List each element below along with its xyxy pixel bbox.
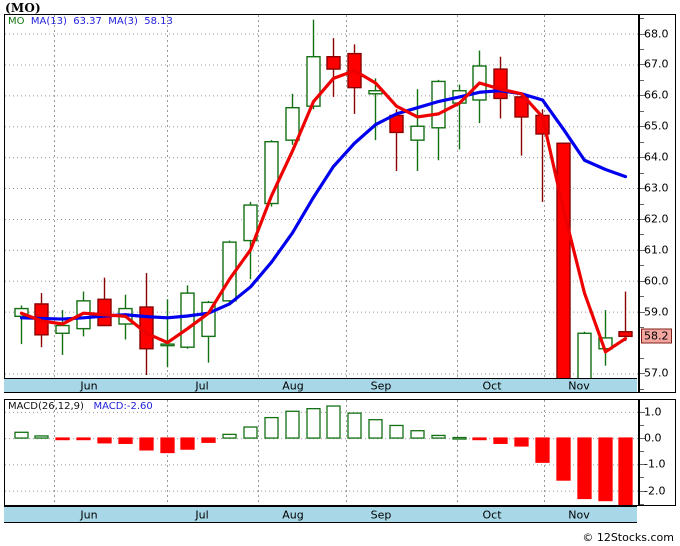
price-candlestick-svg [5, 15, 638, 392]
macd-tick-label: 1.0 [644, 405, 662, 419]
legend-ma13-label: MA(13) [30, 16, 67, 27]
legend-ma3-label: MA(3) [108, 16, 138, 27]
price-tick-label: 67.0 [644, 57, 669, 71]
price-minor-tick [640, 296, 644, 298]
price-tick-mark [640, 64, 645, 66]
price-tick-mark [640, 280, 645, 282]
month-label-oct: Oct [482, 508, 502, 521]
macd-minor-tick [640, 503, 644, 505]
price-tick-mark [640, 33, 645, 35]
macd-value: MACD:-2.60 [93, 401, 153, 412]
price-minor-tick [640, 110, 644, 112]
price-panel: MO MA(13) 63.37 MA(3) 58.13 68.0 67.0 66.0… [4, 14, 676, 393]
month-label-jun: Jun [80, 379, 98, 392]
price-tick-mark [640, 373, 645, 375]
price-tick-label: 59.0 [644, 305, 669, 319]
price-tick-label: 61.0 [644, 243, 669, 257]
price-tick-mark [640, 95, 645, 97]
price-tick-mark [640, 188, 645, 190]
macd-legend: MACD(26,12,9) MACD:-2.60 [8, 401, 153, 412]
month-label-jul: Jul [195, 508, 209, 521]
month-label-sep: Sep [370, 508, 392, 521]
month-label-jul: Jul [195, 379, 209, 392]
price-minor-tick [640, 265, 644, 267]
macd-minor-tick [640, 451, 644, 453]
macd-label: MACD(26,12,9) [8, 401, 84, 412]
price-tick-mark [640, 218, 645, 220]
price-minor-tick [640, 141, 644, 143]
price-tick-label: 68.0 [644, 27, 669, 41]
price-minor-tick [640, 358, 644, 359]
price-legend: MO MA(13) 63.37 MA(3) 58.13 [8, 16, 173, 27]
price-tick-label: 57.0 [644, 366, 669, 380]
price-tick-mark [640, 311, 645, 313]
price-minor-tick [640, 172, 644, 174]
macd-histogram-svg [5, 400, 638, 505]
price-tick-label: 65.0 [644, 119, 669, 133]
price-tick-label: 60.0 [644, 274, 669, 288]
month-label-aug: Aug [282, 508, 304, 521]
legend-ma13-value: 63.37 [73, 16, 102, 27]
macd-tick-label: -2.0 [644, 484, 666, 498]
price-minor-tick [640, 203, 644, 205]
price-minor-tick [640, 234, 644, 236]
price-minor-tick [640, 48, 644, 50]
macd-plot-area [5, 400, 638, 505]
legend-symbol: MO [8, 16, 25, 27]
macd-tick-label: 0.0 [644, 431, 662, 445]
date-axis-price: Jun Jul Aug Sep Oct Nov [4, 378, 637, 393]
month-label-aug: Aug [282, 379, 304, 392]
macd-panel: MACD(26,12,9) MACD:-2.60 1.0 0.0 -1.0 -2.0 [4, 399, 676, 506]
price-tick-mark [640, 126, 645, 128]
macd-axis: 1.0 0.0 -1.0 -2.0 [638, 400, 675, 505]
month-label-nov: Nov [568, 508, 590, 521]
price-axis: 68.0 67.0 66.0 65.0 64.0 63.0 62.0 61.0 60.0 59.0… [638, 15, 675, 392]
month-label-nov: Nov [568, 379, 590, 392]
macd-tick-mark [640, 490, 645, 492]
date-axis-macd: Jun Jul Aug Sep Oct Nov [4, 506, 637, 523]
price-minor-tick [640, 388, 644, 390]
macd-tick-mark [640, 438, 645, 440]
macd-minor-tick [640, 424, 644, 426]
price-tick-label: 66.0 [644, 88, 669, 102]
price-tick-mark [640, 157, 645, 159]
last-price-badge: 58.2 [641, 328, 672, 344]
page-title: (MO) [5, 1, 41, 15]
price-minor-tick [640, 327, 644, 329]
price-minor-tick [640, 18, 644, 20]
price-tick-label: 62.0 [644, 212, 669, 226]
macd-tick-mark [640, 464, 645, 466]
copyright-credit: © 12Stocks.com [582, 531, 674, 544]
month-label-jun: Jun [80, 508, 98, 521]
macd-minor-tick [640, 477, 644, 479]
price-tick-label: 64.0 [644, 150, 669, 164]
price-tick-label: 63.0 [644, 181, 669, 195]
legend-ma3-value: 58.13 [144, 16, 173, 27]
macd-tick-mark [640, 411, 645, 413]
month-label-oct: Oct [482, 379, 502, 392]
price-minor-tick [640, 79, 644, 81]
month-label-sep: Sep [370, 379, 392, 392]
price-plot-area [5, 15, 638, 392]
macd-tick-label: -1.0 [644, 457, 666, 471]
price-tick-mark [640, 249, 645, 251]
